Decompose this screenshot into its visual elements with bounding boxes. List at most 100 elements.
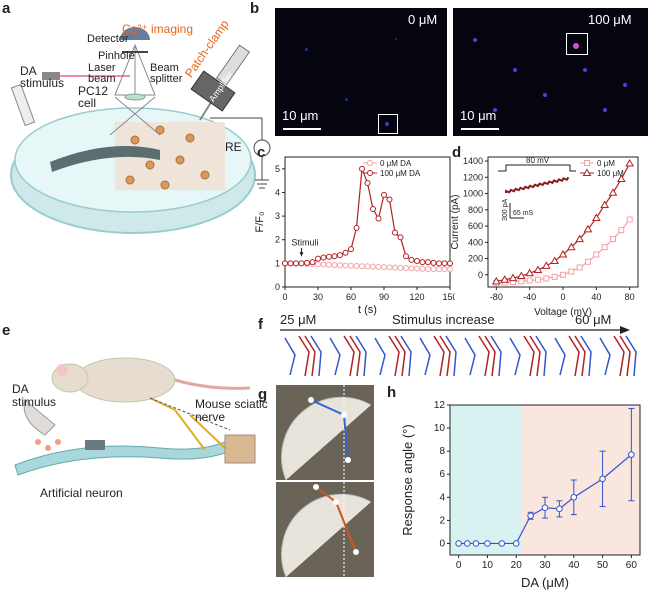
y-axis-label: F/F₀ bbox=[255, 211, 266, 232]
y-axis-label: Current (pA) bbox=[450, 194, 461, 249]
data-point bbox=[447, 260, 453, 267]
legend-marker bbox=[367, 170, 373, 176]
beam-splitter-label: Beam splitter bbox=[150, 62, 183, 85]
data-point bbox=[392, 264, 398, 271]
x-tick-label: 90 bbox=[379, 292, 389, 302]
x-tick-label: 0 bbox=[282, 292, 287, 302]
y-axis-label: Response angle (°) bbox=[400, 424, 415, 535]
y-tick-label: 6 bbox=[439, 469, 445, 480]
x-tick-label: 40 bbox=[591, 292, 601, 302]
leg-red bbox=[523, 335, 535, 377]
y-tick-label: 12 bbox=[434, 400, 446, 411]
data-point bbox=[364, 263, 371, 270]
data-point bbox=[397, 264, 404, 271]
leg-stimulated-blue bbox=[580, 335, 592, 377]
data-point bbox=[526, 277, 533, 284]
panel-e-label: e bbox=[2, 322, 11, 339]
data-point bbox=[403, 253, 409, 260]
leg-stimulated-blue bbox=[445, 335, 457, 377]
data-point bbox=[315, 261, 321, 268]
data-point bbox=[397, 234, 404, 241]
data-point bbox=[568, 268, 575, 275]
chart-d: -80 -40 0 40 800200400600800100012001400Volt… bbox=[450, 145, 639, 318]
data-point bbox=[441, 266, 448, 273]
data-point bbox=[320, 261, 327, 268]
data-point bbox=[386, 196, 393, 203]
y-tick-label: 0 bbox=[275, 282, 280, 292]
pinhole-label: Pinhole bbox=[98, 50, 135, 62]
data-point bbox=[608, 188, 618, 196]
data-point bbox=[533, 265, 543, 273]
stimulus-middle-label: Stimulus increase bbox=[392, 312, 495, 327]
data-point bbox=[326, 261, 332, 268]
leg-red bbox=[433, 335, 445, 377]
data-point bbox=[348, 262, 354, 269]
annotation-stimuli: Stimuli bbox=[292, 238, 319, 248]
series-line bbox=[496, 163, 631, 282]
data-point bbox=[348, 246, 354, 253]
data-point bbox=[304, 259, 310, 266]
x-axis-label: t (s) bbox=[358, 304, 377, 316]
data-point bbox=[591, 213, 601, 221]
data-point bbox=[455, 540, 462, 547]
data-point bbox=[315, 255, 321, 262]
panel-label: d bbox=[452, 145, 461, 161]
chart-c: 0 30 60 90 120 150 0 1 2 3 4 5 t (s) F/F₀ c 0 μM DA100 … bbox=[255, 145, 455, 316]
data-point bbox=[525, 268, 535, 277]
background-band-right bbox=[521, 405, 640, 555]
y-tick-label: 200 bbox=[468, 254, 483, 264]
leg-red bbox=[613, 335, 625, 377]
legend-marker bbox=[584, 160, 590, 166]
x-tick-label: 120 bbox=[409, 292, 424, 302]
x-tick-label: 80 bbox=[625, 292, 635, 302]
data-point bbox=[491, 276, 501, 285]
data-point bbox=[600, 200, 610, 208]
data-point bbox=[381, 191, 387, 198]
data-point bbox=[500, 275, 510, 283]
y-tick-label: 5 bbox=[275, 164, 280, 174]
y-tick-label: 600 bbox=[468, 221, 483, 231]
data-point bbox=[287, 260, 294, 267]
x-tick-label: -80 bbox=[490, 292, 503, 302]
stimulus-end-label: 60 μM bbox=[575, 312, 612, 327]
panel-e-illustration bbox=[14, 357, 256, 476]
leg-red bbox=[394, 335, 406, 377]
data-point bbox=[551, 273, 558, 280]
data-point bbox=[516, 271, 526, 280]
data-point bbox=[353, 262, 360, 269]
y-tick-label: 1400 bbox=[463, 156, 483, 166]
data-point bbox=[599, 475, 606, 483]
data-point bbox=[463, 540, 471, 547]
x-tick-label: 30 bbox=[313, 292, 323, 302]
data-point bbox=[392, 229, 398, 236]
leg-red bbox=[304, 335, 316, 377]
leg-rest-blue bbox=[374, 337, 386, 376]
leg-rest-blue bbox=[599, 337, 611, 376]
fluorescence-image-100um bbox=[453, 8, 648, 136]
data-point bbox=[430, 266, 437, 273]
leg-red bbox=[343, 335, 355, 377]
leg-rest-blue bbox=[509, 337, 521, 376]
data-point bbox=[566, 242, 576, 251]
panel-label: h bbox=[387, 385, 396, 401]
leg-red bbox=[574, 335, 586, 377]
leg-stimulated-blue bbox=[400, 335, 412, 377]
legend-marker bbox=[367, 160, 373, 166]
y-tick-label: 0 bbox=[439, 538, 445, 549]
data-point bbox=[331, 262, 338, 269]
inset-protocol-line bbox=[498, 164, 576, 172]
data-point bbox=[550, 256, 560, 264]
data-point bbox=[414, 258, 420, 264]
data-point bbox=[583, 224, 593, 233]
data-point bbox=[430, 259, 437, 266]
scalebar-text-left: 10 μm bbox=[282, 108, 319, 123]
artificial-neuron-label: Artificial neuron bbox=[40, 486, 123, 500]
data-point bbox=[375, 263, 382, 270]
leg-red bbox=[439, 335, 451, 377]
data-point bbox=[337, 252, 343, 259]
ca-imaging-label: Ca²⁺ imaging bbox=[122, 22, 194, 36]
data-point bbox=[375, 215, 382, 222]
data-point bbox=[282, 260, 288, 267]
data-point bbox=[359, 263, 365, 270]
data-point bbox=[541, 504, 549, 511]
